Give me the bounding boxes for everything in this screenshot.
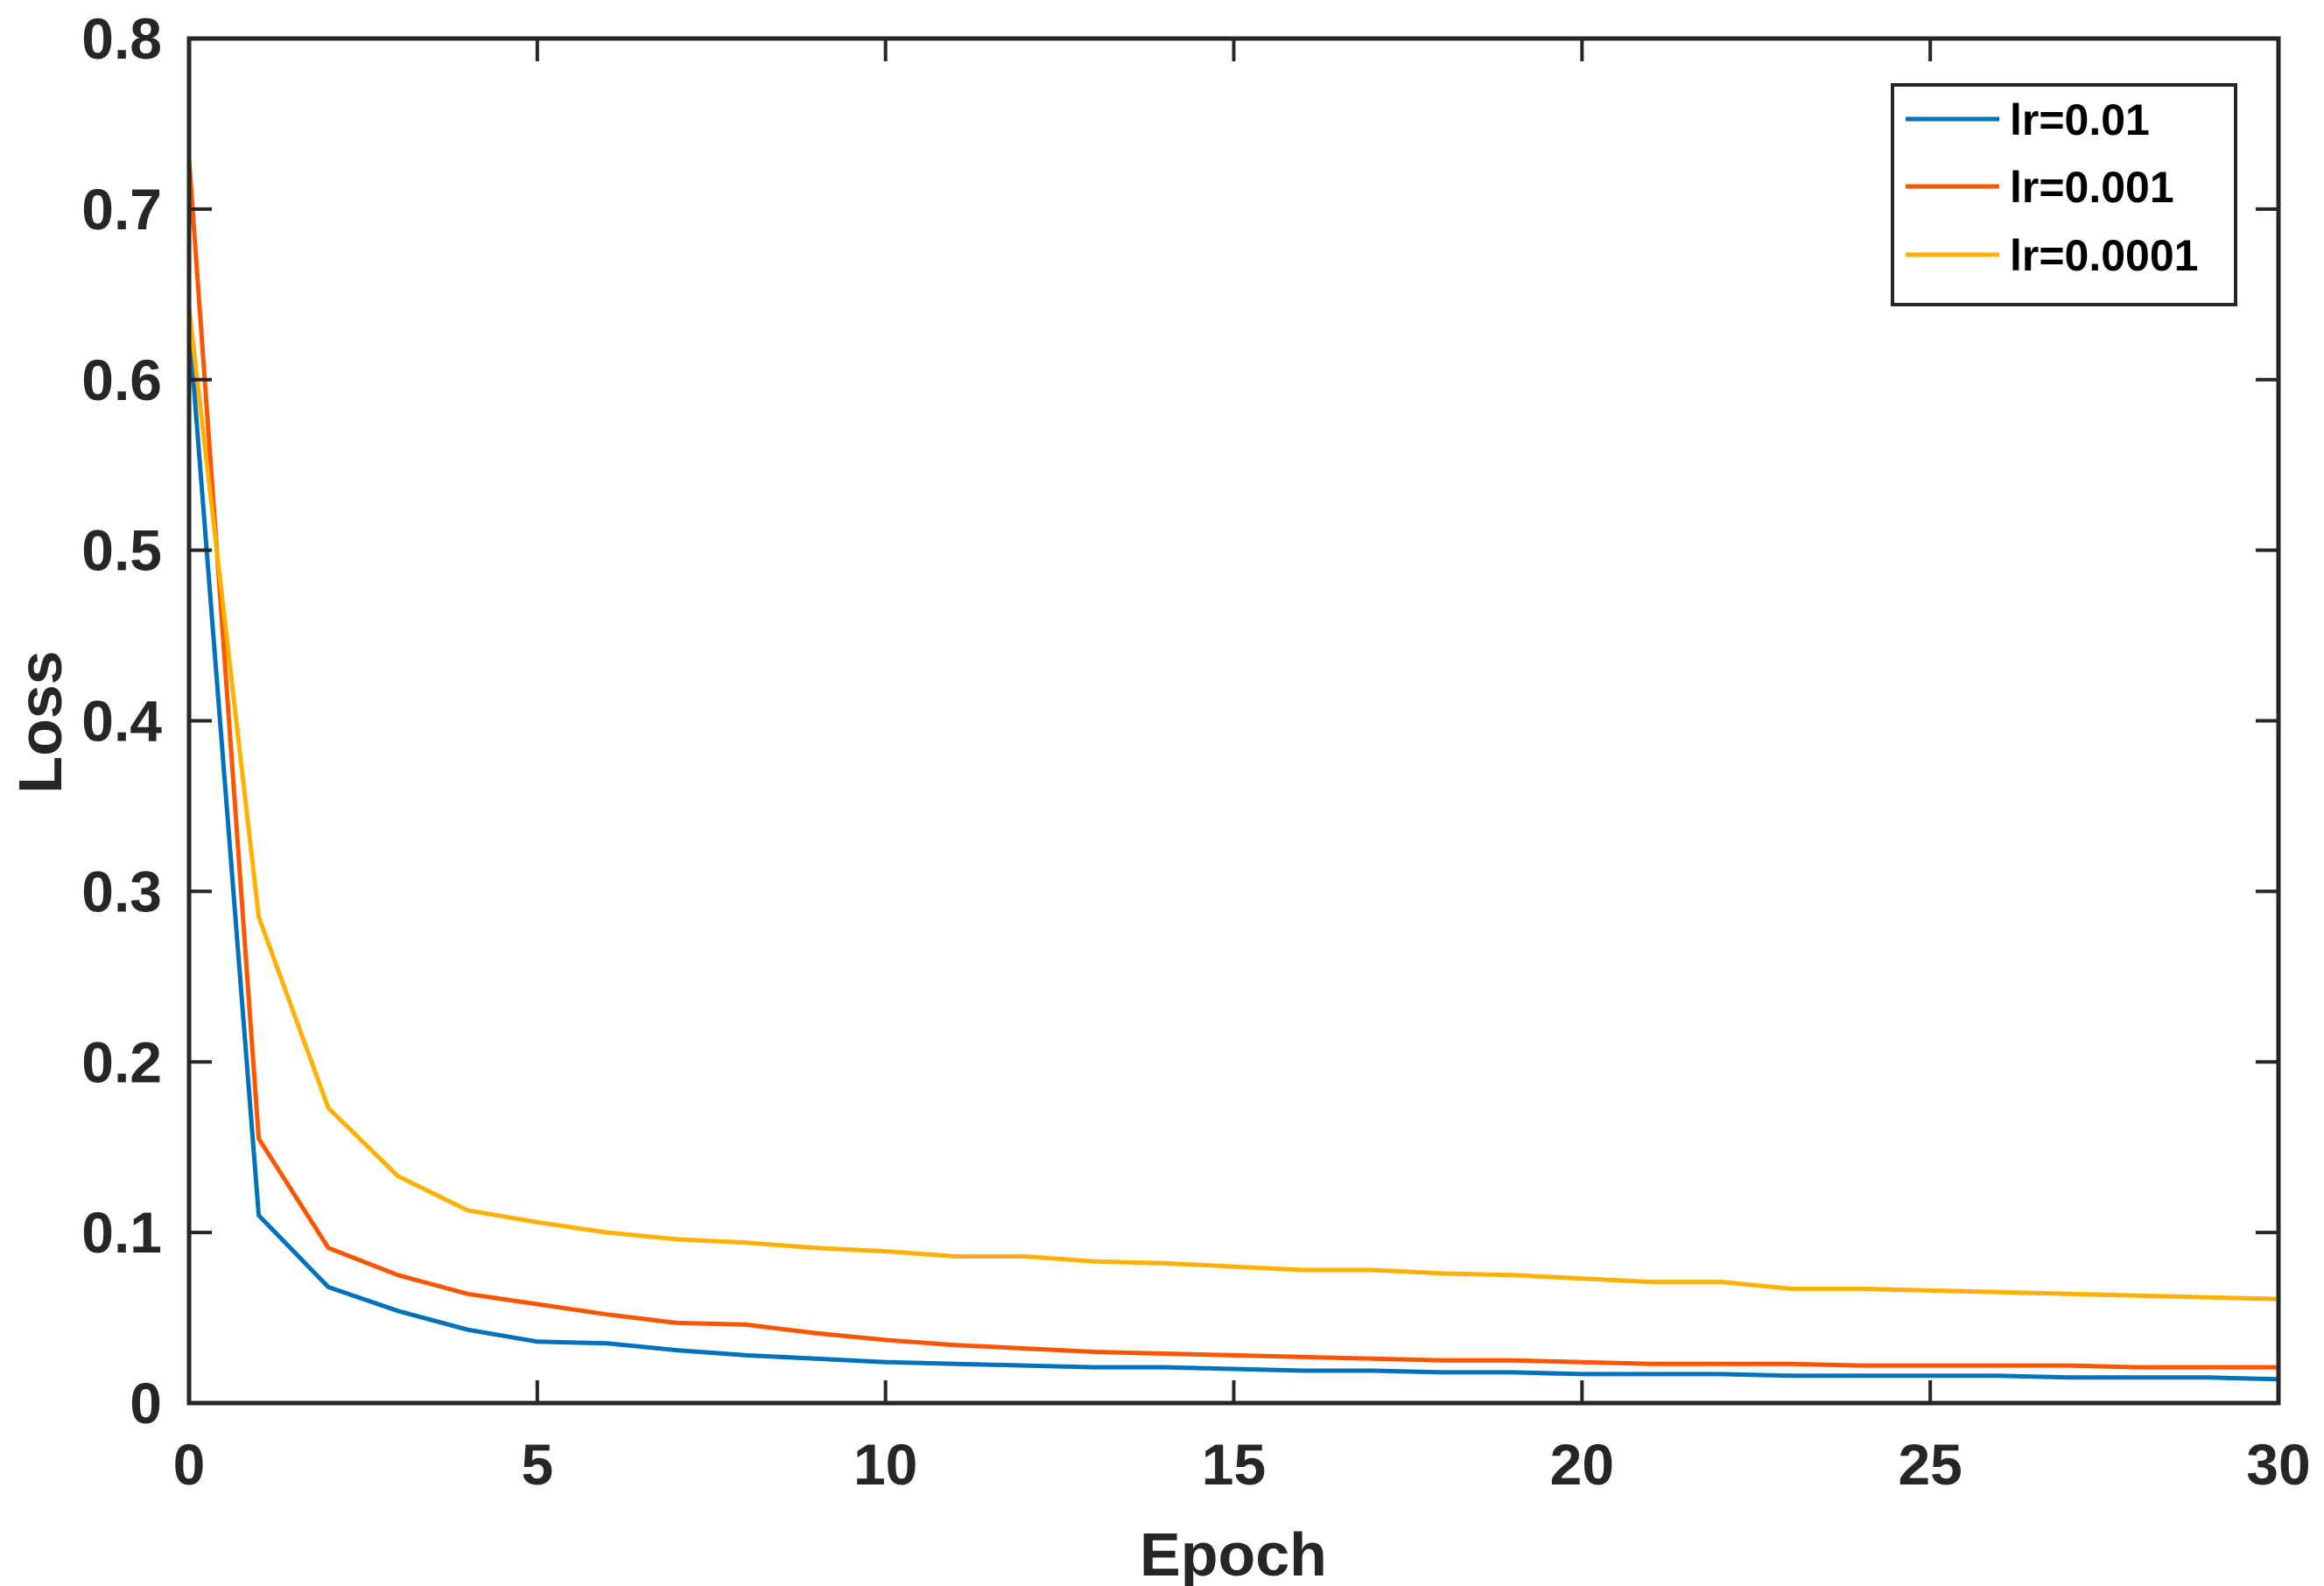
x-tick-label: 0 (173, 1432, 206, 1497)
y-tick-label: 0.8 (81, 6, 162, 71)
y-tick-label: 0.4 (81, 689, 162, 754)
y-tick-labels: 0 0.1 0.2 0.3 0.4 0.5 0.6 0.7 0.8 (81, 6, 162, 1435)
x-tick-label: 20 (1550, 1432, 1614, 1497)
y-tick-label: 0.3 (81, 859, 162, 923)
legend-item: lr=0.001 (1906, 163, 2174, 212)
series-layer (186, 157, 2281, 1382)
legend: lr=0.01 lr=0.001 lr=0.0001 (1891, 83, 2237, 306)
series-line-2 (186, 305, 2281, 1302)
legend-item: lr=0.0001 (1906, 231, 2198, 280)
x-tick-labels: 0 5 10 15 20 25 30 (173, 1432, 2311, 1497)
x-tick-label: 5 (521, 1432, 553, 1497)
x-axis-label: Epoch (1140, 1520, 1327, 1586)
legend-label: lr=0.01 (2010, 95, 2150, 144)
y-tick-label: 0.1 (81, 1200, 162, 1265)
y-tick-label: 0.6 (81, 347, 162, 412)
legend-items: lr=0.01 lr=0.001 lr=0.0001 (1906, 95, 2198, 280)
x-tick-label: 25 (1898, 1432, 1962, 1497)
y-tick-label: 0.2 (81, 1029, 162, 1094)
x-tick-label: 10 (853, 1432, 917, 1497)
y-tick-label: 0 (130, 1371, 162, 1435)
legend-label: lr=0.001 (2010, 163, 2174, 212)
series-line-1 (186, 157, 2281, 1370)
legend-item: lr=0.01 (1906, 95, 2150, 144)
legend-label: lr=0.0001 (2010, 231, 2198, 280)
y-tick-label: 0.7 (81, 177, 162, 242)
x-tick-label: 15 (1202, 1432, 1266, 1497)
y-tick-label: 0.5 (81, 518, 162, 583)
tick-marks (189, 39, 2278, 1403)
series-line-0 (186, 322, 2281, 1382)
x-tick-label: 30 (2246, 1432, 2310, 1497)
y-axis-label: Loss (6, 650, 74, 793)
legend-box (1891, 83, 2237, 306)
plot-area (186, 36, 2281, 1406)
